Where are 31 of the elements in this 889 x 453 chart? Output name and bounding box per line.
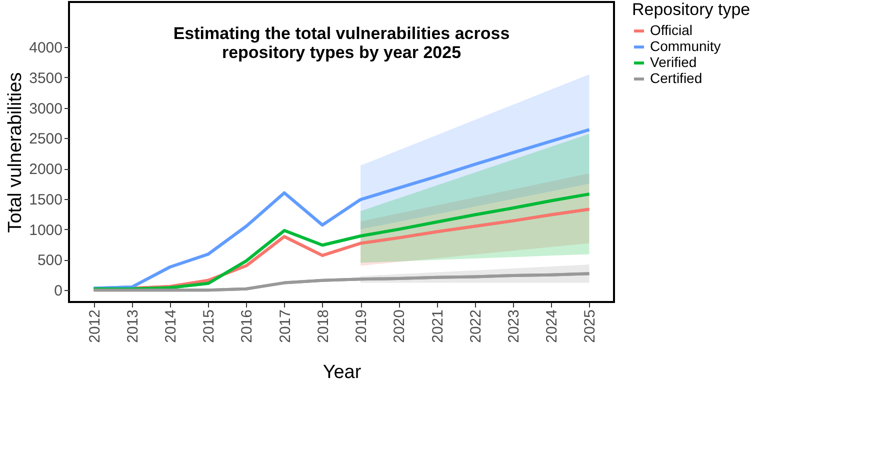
- legend-label: Official: [650, 22, 693, 38]
- x-axis-title: Year: [322, 362, 362, 383]
- x-tick-label: 2012: [86, 310, 104, 343]
- x-tick-label: 2015: [200, 310, 218, 343]
- x-tick-label: 2021: [429, 310, 446, 343]
- y-tick-label: 2000: [29, 161, 62, 178]
- y-tick-label: 2500: [29, 130, 62, 148]
- x-tick-label: 2024: [544, 310, 561, 343]
- legend-label: Community: [650, 38, 721, 54]
- legend-label: Verified: [650, 54, 697, 70]
- y-tick-label: 4000: [29, 39, 62, 56]
- x-tick-label: 2013: [124, 310, 142, 343]
- y-tick-label: 1500: [29, 191, 62, 208]
- x-tick-label: 2017: [276, 310, 294, 343]
- y-axis-title: Total vulnerabilities: [5, 72, 26, 233]
- x-tick-label: 2025: [582, 310, 599, 343]
- y-tick-label: 500: [37, 252, 62, 270]
- x-tick-label: 2020: [391, 310, 408, 343]
- x-tick-label: 2022: [467, 310, 484, 343]
- x-tick-label: 2018: [314, 310, 332, 343]
- legend-title: Repository type: [632, 0, 750, 19]
- x-tick-label: 2019: [353, 310, 370, 343]
- x-tick-label: 2014: [162, 310, 180, 343]
- x-tick-label: 2016: [238, 310, 256, 343]
- y-tick-label: 3500: [29, 70, 62, 87]
- text: Estimating the total vulnerabilities across repository types by year 2025: [173, 24, 510, 62]
- y-tick-label: 0: [54, 282, 62, 300]
- y-tick-label: 3000: [29, 100, 62, 118]
- legend-label: Certified: [650, 70, 702, 86]
- x-tick-label: 2023: [506, 310, 523, 343]
- y-tick-label: 1000: [29, 222, 62, 239]
